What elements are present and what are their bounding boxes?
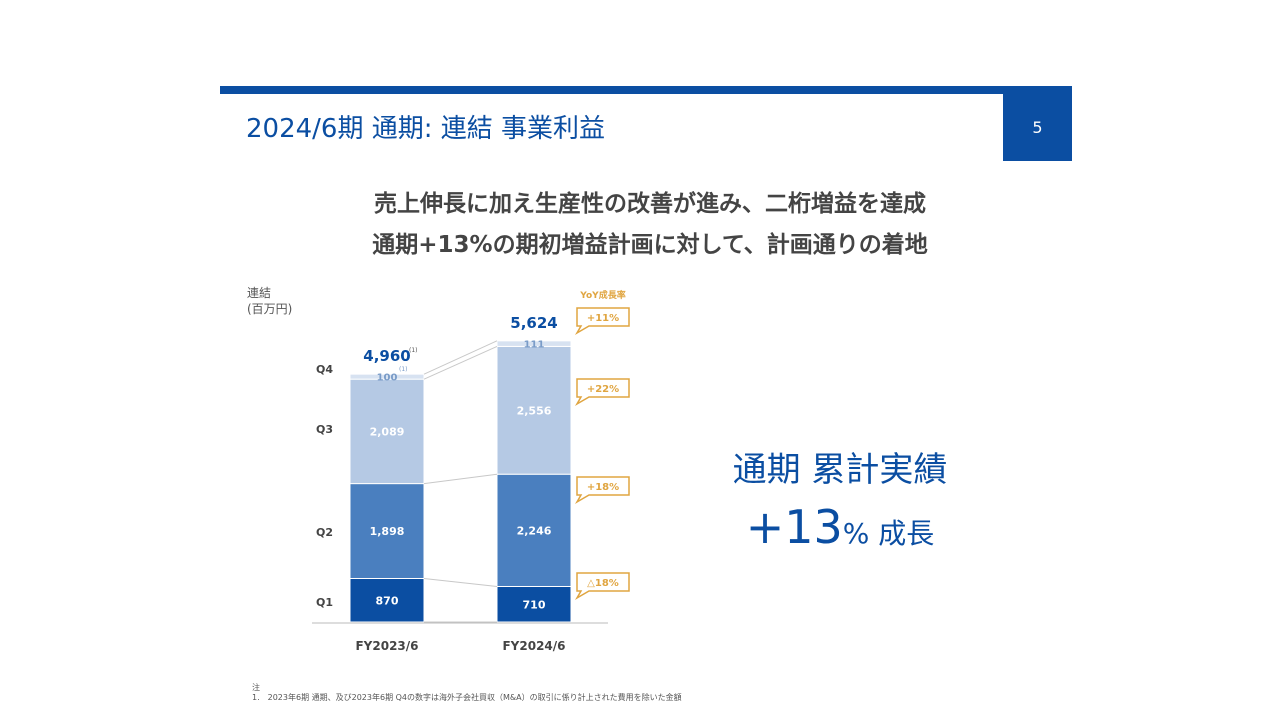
bar-q1-0: [349, 578, 425, 623]
yoy-callout-box-q4: [574, 307, 630, 336]
x-tick-label-1: FY2024/6: [502, 639, 565, 653]
yoy-callout-box-q1: [574, 572, 630, 601]
data-label-q2-0: 1,898: [370, 525, 405, 538]
connector-q3: [423, 345, 498, 380]
unit-label: 連結 (百万円): [247, 285, 292, 317]
unit-line-2: (百万円): [247, 302, 293, 316]
quarter-label-q2: Q2: [316, 526, 333, 539]
data-label-q1-1: 710: [523, 598, 546, 611]
yoy-callout-box-q3: [574, 378, 630, 407]
bar-q3-0: [349, 378, 425, 485]
headline-line-2: 通期+13%の期初増益計画に対して、計画通りの着地: [372, 232, 928, 258]
note-1: 1. 2023年6期 通期、及び2023年6期 Q4の数字は海外子会社買収（M&…: [252, 693, 682, 702]
bar-q4-1: [496, 340, 572, 347]
unit-line-1: 連結: [247, 286, 272, 300]
x-tick-label-0: FY2023/6: [355, 639, 418, 653]
caption-line-1: 通期 累計実績: [732, 450, 948, 490]
caption-growth-value: +13: [745, 500, 843, 554]
yoy-title: YoY成長率: [579, 289, 625, 301]
page-title: 2024/6期 通期: 連結 事業利益: [246, 114, 606, 144]
yoy-callout-box-q2: [574, 476, 630, 505]
data-label-q4-0: 100: [377, 373, 398, 384]
data-label-q1-0: 870: [376, 594, 399, 607]
q4-footnote: (1): [399, 366, 408, 373]
connector-q1: [423, 578, 498, 587]
total-label-0: 4,960: [363, 347, 410, 365]
quarter-label-q4: Q4: [316, 363, 333, 376]
bar-q4-0: [349, 373, 425, 380]
yoy-callout-q2: +18%: [587, 482, 619, 493]
quarter-label-q1: Q1: [316, 596, 333, 609]
connector-q4: [423, 340, 498, 375]
yoy-callout-q3: +22%: [587, 384, 619, 395]
headline-line-1: 売上伸長に加え生産性の改善が進み、二桁増益を達成: [374, 191, 926, 217]
data-label-q4-1: 111: [524, 340, 545, 351]
total-label-1: 5,624: [510, 314, 557, 332]
bar-q2-0: [349, 483, 425, 580]
header-rule: [220, 86, 1072, 94]
yoy-callout-q1: △18%: [587, 578, 619, 589]
caption-growth: +13% 成長: [700, 500, 980, 554]
data-label-q3-1: 2,556: [517, 404, 552, 417]
quarter-label-q3: Q3: [316, 423, 333, 436]
yoy-callout-q4: +11%: [587, 313, 619, 324]
total-footnote: (1): [409, 347, 418, 354]
page-number: 5: [1003, 94, 1072, 161]
note-label: 注: [252, 683, 260, 692]
data-label-q2-1: 2,246: [517, 524, 552, 537]
bar-q1-1: [496, 586, 572, 623]
bar-q3-1: [496, 345, 572, 475]
data-label-q3-0: 2,089: [370, 425, 405, 438]
connector-q2: [423, 473, 498, 485]
caption-growth-suffix: % 成長: [842, 517, 935, 550]
